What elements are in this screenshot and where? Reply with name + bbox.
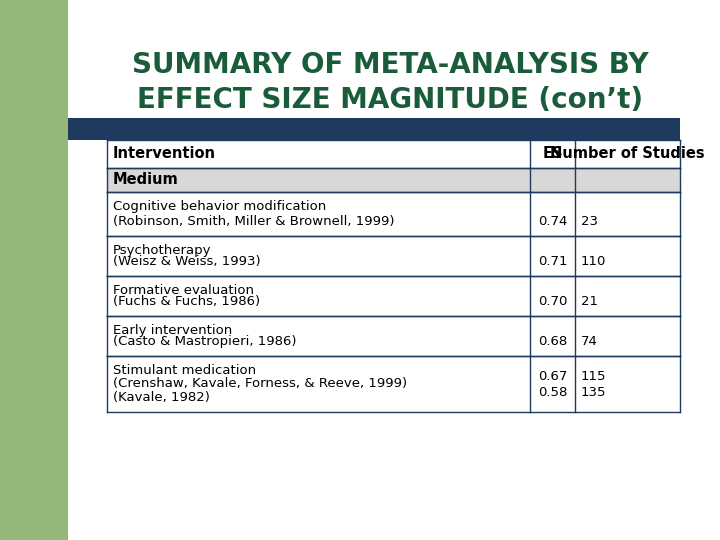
Text: (Robinson, Smith, Miller & Brownell, 1999): (Robinson, Smith, Miller & Brownell, 199… [113, 215, 395, 228]
Text: Stimulant medication: Stimulant medication [113, 364, 256, 377]
Text: 21: 21 [581, 295, 598, 308]
Text: (Fuchs & Fuchs, 1986): (Fuchs & Fuchs, 1986) [113, 295, 260, 308]
Text: 0.71: 0.71 [538, 255, 567, 268]
Text: Intervention: Intervention [113, 146, 216, 161]
Bar [0, 0, 68, 540]
Text: (Weisz & Weiss, 1993): (Weisz & Weiss, 1993) [113, 255, 261, 268]
Text: 23: 23 [581, 215, 598, 228]
Text: Psychotherapy: Psychotherapy [113, 244, 212, 257]
Bar [0, 0, 310, 190]
Text: ES: ES [542, 146, 563, 161]
Text: Formative evaluation: Formative evaluation [113, 284, 254, 297]
Text: 0.67: 0.67 [538, 369, 567, 382]
Bar [107, 140, 680, 168]
Text: (Crenshaw, Kavale, Forness, & Reeve, 1999): (Crenshaw, Kavale, Forness, & Reeve, 199… [113, 377, 407, 390]
Bar [107, 276, 680, 316]
Text: SUMMARY OF META-ANALYSIS BY: SUMMARY OF META-ANALYSIS BY [132, 51, 648, 79]
Text: 0.70: 0.70 [538, 295, 567, 308]
Bar [107, 168, 680, 192]
Text: Cognitive behavior modification: Cognitive behavior modification [113, 200, 326, 213]
Bar [107, 192, 680, 236]
Text: Number of Studies: Number of Studies [550, 146, 705, 161]
Text: 0.58: 0.58 [538, 386, 567, 399]
Text: 74: 74 [581, 335, 598, 348]
Bar [107, 316, 680, 356]
Text: 0.74: 0.74 [538, 215, 567, 228]
Text: (Casto & Mastropieri, 1986): (Casto & Mastropieri, 1986) [113, 335, 297, 348]
Bar [0, 0, 68, 540]
Text: 135: 135 [581, 386, 606, 399]
Bar [68, 118, 680, 140]
Text: Early intervention: Early intervention [113, 324, 233, 337]
FancyBboxPatch shape [68, 0, 720, 540]
Text: EFFECT SIZE MAGNITUDE (con’t): EFFECT SIZE MAGNITUDE (con’t) [137, 86, 643, 114]
Text: 0.68: 0.68 [538, 335, 567, 348]
Text: 115: 115 [581, 369, 606, 382]
Bar [107, 236, 680, 276]
Text: (Kavale, 1982): (Kavale, 1982) [113, 391, 210, 404]
Text: 110: 110 [581, 255, 606, 268]
Bar [107, 356, 680, 412]
Text: Medium: Medium [113, 172, 179, 187]
